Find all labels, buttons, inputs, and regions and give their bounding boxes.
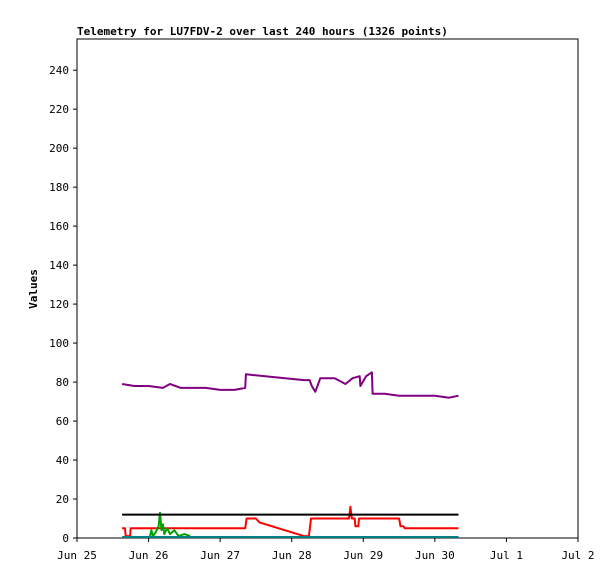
y-tick-label: 120 [49, 298, 69, 311]
y-tick-label: 220 [49, 103, 69, 116]
y-tick-label: 160 [49, 220, 69, 233]
chart-title: Telemetry for LU7FDV-2 over last 240 hou… [77, 25, 448, 38]
y-tick-label: 60 [56, 415, 69, 428]
y-tick-label: 20 [56, 493, 69, 506]
x-tick-label: Jun 28 [272, 549, 312, 562]
x-tick-label: Jun 30 [415, 549, 455, 562]
y-tick-label: 140 [49, 259, 69, 272]
x-tick-label: Jul 1 [490, 549, 523, 562]
y-tick-label: 0 [62, 532, 69, 545]
y-tick-label: 200 [49, 142, 69, 155]
x-tick-label: Jun 29 [343, 549, 383, 562]
series-line-0 [121, 371, 459, 399]
y-tick-label: 40 [56, 454, 69, 467]
plot-area [76, 38, 579, 539]
series-line-2 [149, 511, 191, 538]
y-tick-label: 180 [49, 181, 69, 194]
y-axis-label: Values [27, 269, 40, 309]
x-tick-label: Jul 2 [561, 549, 594, 562]
x-axis: Jun 25 Jun 26 Jun 27 Jun 28 Jun 29 Jun 30 Jul … [57, 538, 595, 562]
series-layer [121, 371, 459, 538]
x-tick-label: Jun 25 [57, 549, 97, 562]
x-tick-label: Jun 27 [200, 549, 240, 562]
y-tick-label: 240 [49, 64, 69, 77]
y-tick-label: 100 [49, 337, 69, 350]
x-tick-label: Jun 26 [129, 549, 169, 562]
y-axis: 0 20 40 60 80 100 120 140 160 180 200 220 240 [49, 64, 77, 545]
y-tick-label: 80 [56, 376, 69, 389]
